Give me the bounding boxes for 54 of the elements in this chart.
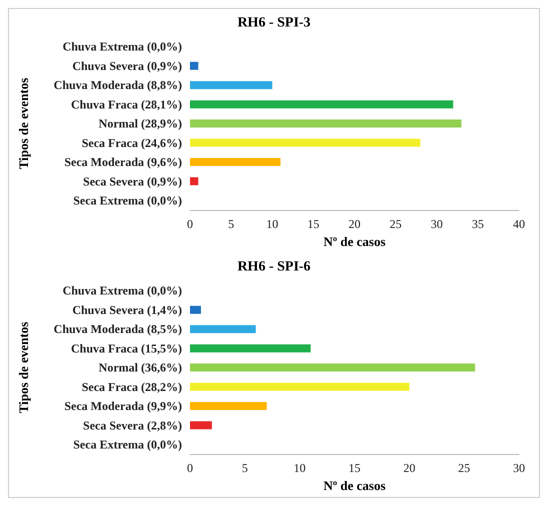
- y-tick-label: Seca Extrema (0,0%): [73, 193, 182, 208]
- x-tick-label: 10: [294, 461, 306, 476]
- bar: [190, 421, 212, 430]
- x-tick-label: 25: [390, 217, 402, 232]
- y-tick-label: Seca Fraca (24,6%): [82, 136, 182, 150]
- bar: [190, 382, 410, 391]
- y-tick-label: Seca Severa (2,8%): [83, 418, 182, 432]
- x-tick-label: 40: [513, 217, 525, 232]
- bar: [190, 306, 201, 314]
- y-tick-label: Chuva Severa (0,9%): [72, 58, 182, 73]
- y-tick-label: Chuva Fraca (28,1%): [71, 97, 182, 112]
- x-tick-label: 0: [187, 461, 193, 476]
- x-tick-label: 20: [348, 217, 360, 232]
- chart-title: RH6 - SPI-6: [237, 260, 311, 274]
- bar: [190, 62, 198, 70]
- x-tick-label: 5: [228, 217, 234, 232]
- bar: [190, 81, 272, 90]
- y-tick-label: Chuva Extrema (0,0%): [62, 40, 182, 54]
- bar: [190, 344, 311, 352]
- x-tick-label: 15: [307, 217, 320, 232]
- y-tick-label: Seca Severa (0,9%): [83, 174, 182, 188]
- bar: [190, 325, 256, 334]
- bar: [190, 177, 198, 186]
- y-axis-title: Tipos de eventos: [16, 322, 31, 414]
- x-axis-title: Nº de casos: [323, 478, 386, 493]
- bar: [190, 100, 454, 108]
- x-tick-label: 35: [472, 217, 484, 232]
- y-tick-label: Chuva Moderada (8,5%): [54, 322, 182, 336]
- x-tick-label: 10: [266, 217, 278, 232]
- y-tick-label: Chuva Severa (1,4%): [72, 302, 182, 317]
- bar: [190, 120, 462, 128]
- chart-title: RH6 - SPI-3: [237, 16, 311, 30]
- bar: [190, 158, 280, 166]
- x-tick-label: 30: [513, 461, 525, 476]
- y-tick-label: Chuva Extrema (0,0%): [62, 284, 182, 298]
- y-tick-label: Normal (36,6%): [98, 360, 182, 375]
- y-tick-label: Seca Moderada (9,6%): [64, 155, 182, 170]
- y-tick-label: Chuva Fraca (15,5%): [71, 341, 182, 356]
- x-tick-label: 25: [458, 461, 470, 476]
- y-tick-label: Chuva Moderada (8,8%): [54, 78, 182, 92]
- x-tick-label: 20: [403, 461, 416, 476]
- bar: [190, 364, 476, 372]
- x-tick-label: 0: [187, 217, 193, 232]
- bar: [190, 402, 267, 410]
- y-tick-label: Seca Fraca (28,2%): [82, 380, 182, 394]
- bar: [190, 138, 420, 147]
- y-tick-label: Seca Moderada (9,9%): [64, 399, 182, 414]
- x-tick-label: 5: [242, 461, 248, 476]
- x-tick-label: 15: [348, 461, 360, 476]
- y-axis-title: Tipos de eventos: [16, 78, 31, 170]
- y-tick-label: Seca Extrema (0,0%): [73, 437, 182, 452]
- x-axis-title: Nº de casos: [323, 234, 386, 249]
- x-tick-label: 30: [430, 217, 443, 232]
- y-tick-label: Normal (28,9%): [98, 116, 182, 131]
